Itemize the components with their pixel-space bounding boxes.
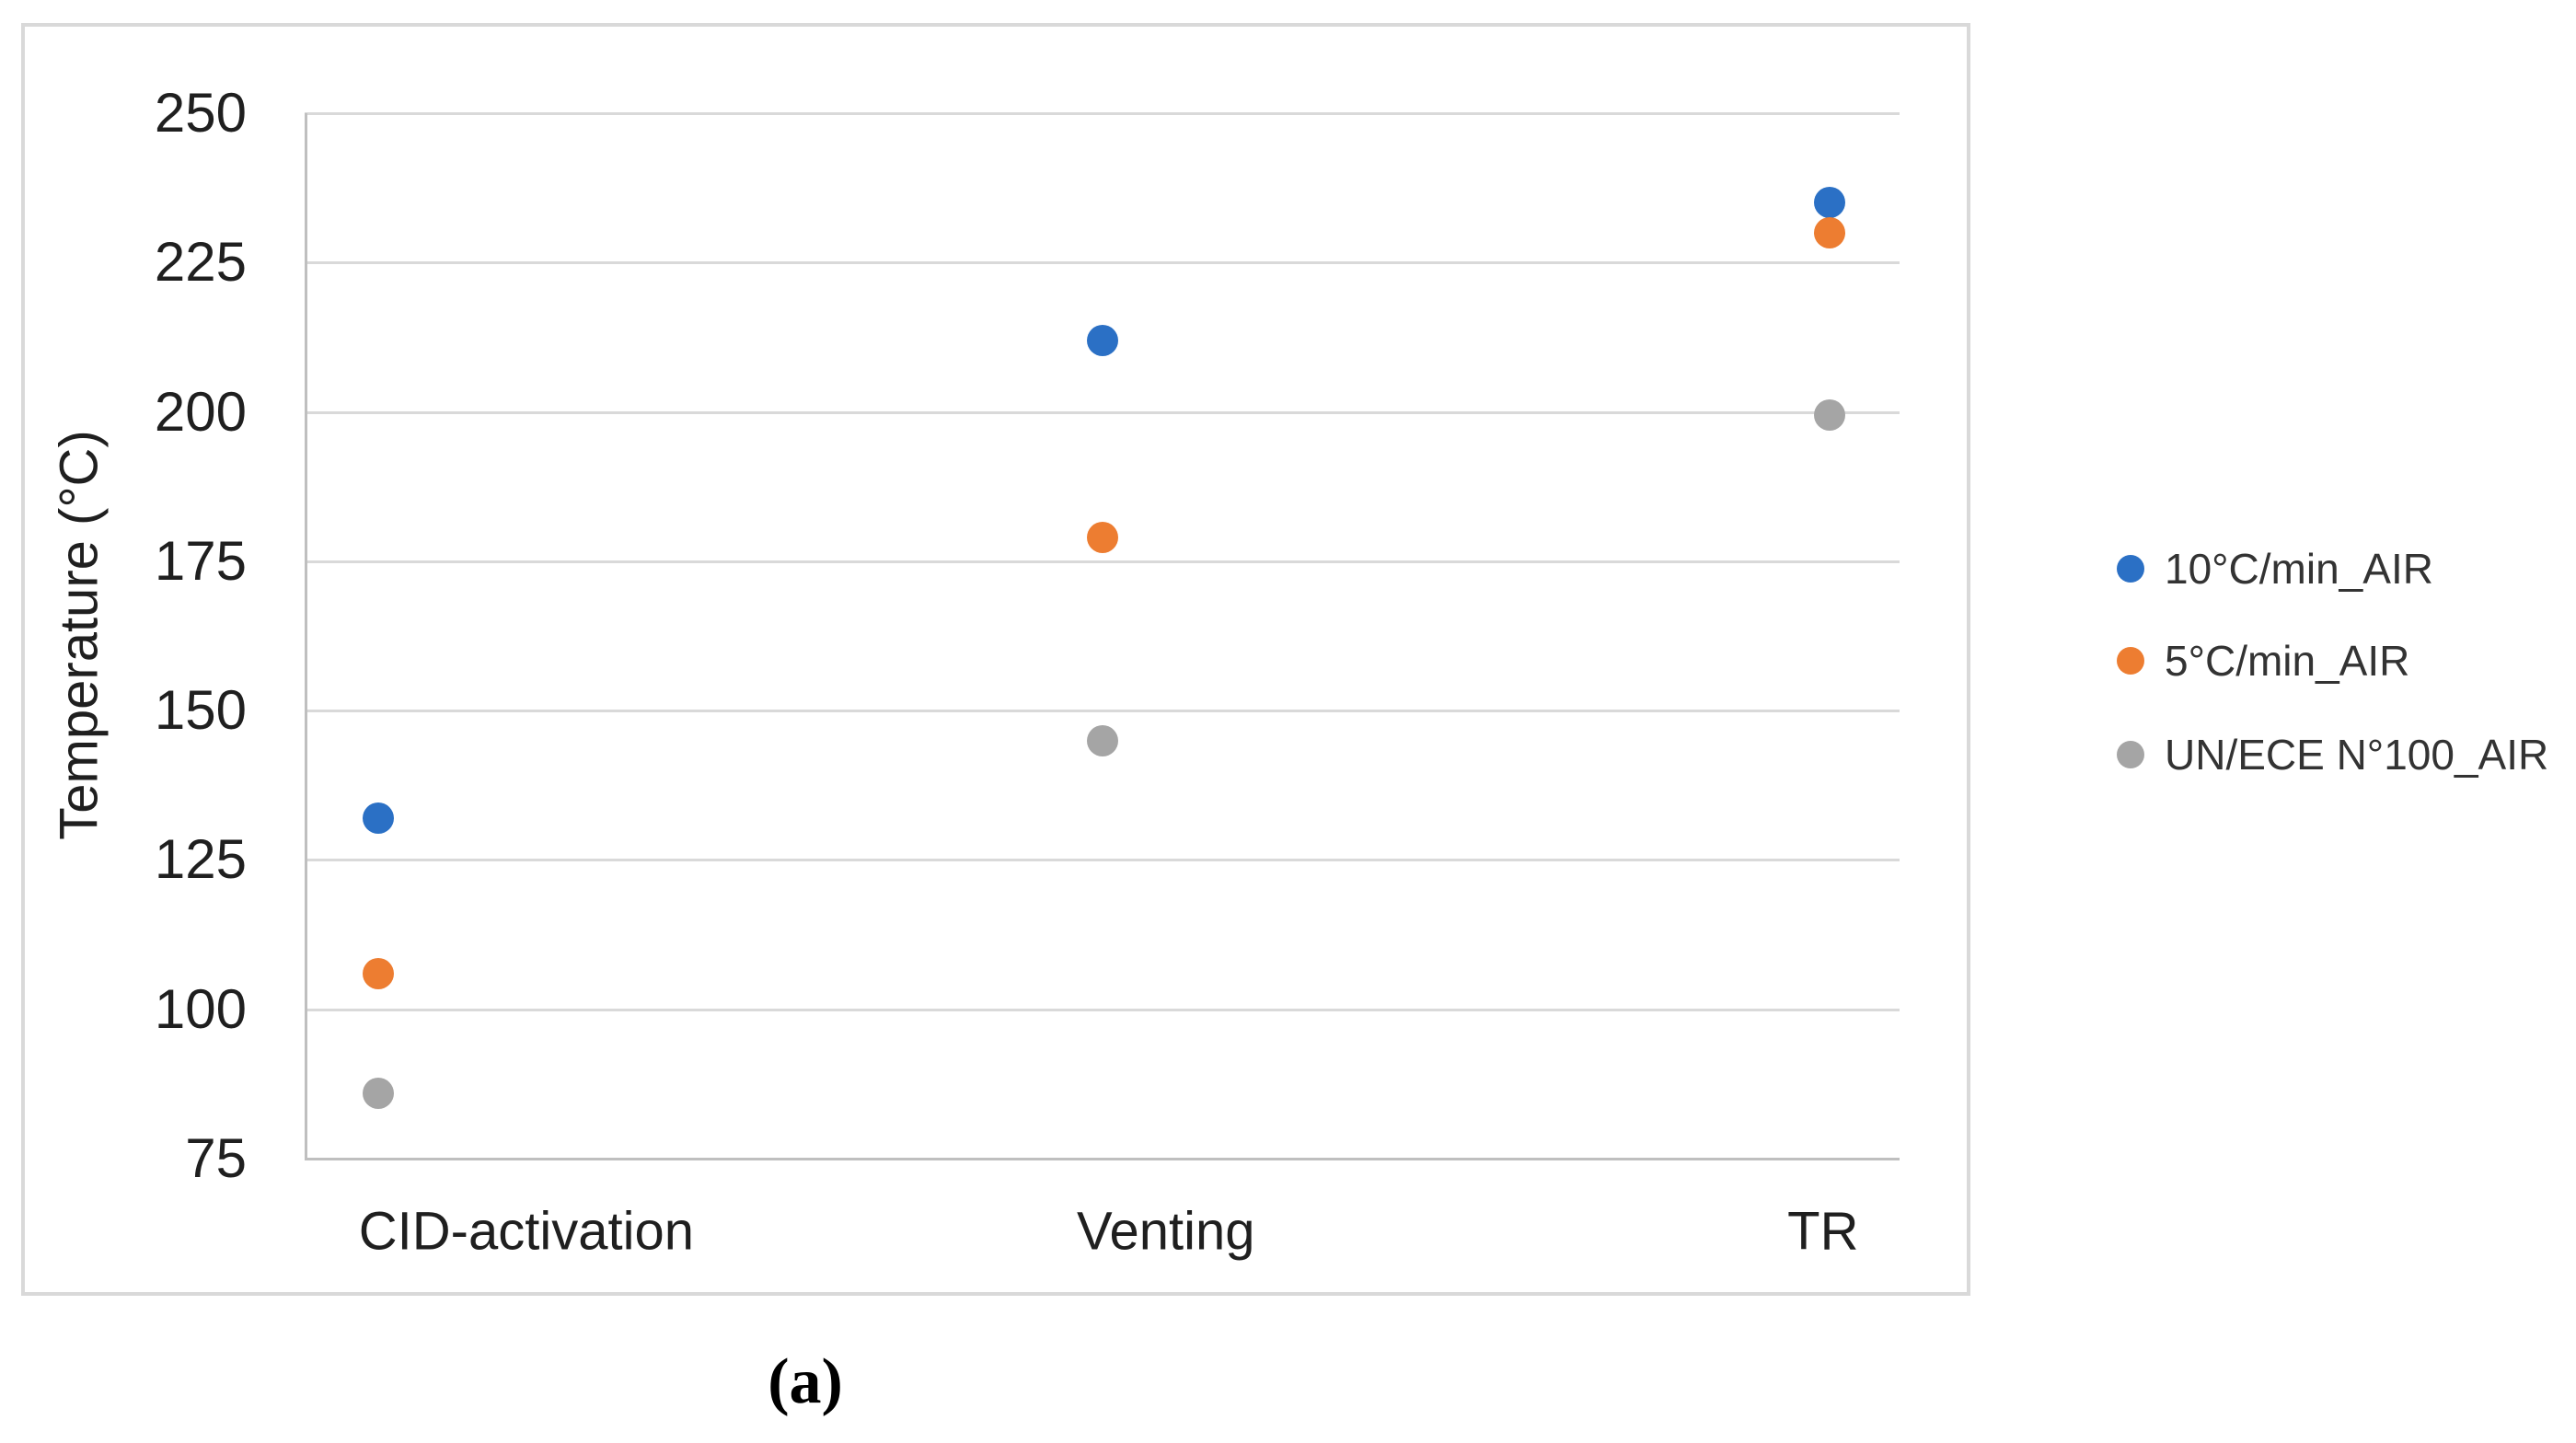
legend-item: 10°C/min_AIR	[2117, 544, 2433, 594]
gridline	[305, 710, 1900, 713]
legend-marker-icon	[2117, 647, 2144, 675]
gridline	[305, 560, 1900, 563]
data-point-TR	[1813, 398, 1845, 431]
legend-label: 10°C/min_AIR	[2165, 545, 2433, 593]
data-point-Venting	[1086, 521, 1118, 553]
x-category-label: CID-activation	[358, 1201, 694, 1262]
data-point-CID-activation	[362, 957, 394, 989]
data-point-CID-activation	[362, 1077, 394, 1109]
x-category-label: Venting	[1077, 1201, 1255, 1262]
x-category-label: TR	[1787, 1201, 1859, 1262]
y-tick-label: 75	[185, 1127, 247, 1189]
data-point-TR	[1813, 187, 1845, 219]
chart-frame	[21, 23, 1970, 1296]
data-point-Venting	[1086, 724, 1118, 756]
y-axis-line	[305, 113, 307, 1159]
y-tick-label: 100	[154, 977, 247, 1040]
y-tick-label: 250	[154, 82, 247, 144]
legend-marker-icon	[2117, 555, 2144, 583]
figure-caption-label: (a)	[768, 1346, 843, 1417]
gridline	[305, 261, 1900, 265]
y-tick-label: 150	[154, 679, 247, 742]
legend-item: 5°C/min_AIR	[2117, 636, 2409, 686]
gridline	[305, 1008, 1900, 1011]
y-tick-label: 200	[154, 380, 247, 443]
data-point-Venting	[1086, 324, 1118, 356]
gridline	[305, 112, 1900, 115]
data-point-TR	[1813, 216, 1845, 248]
y-tick-label: 125	[154, 828, 247, 891]
y-axis-title: Temperature (°C)	[49, 430, 110, 840]
legend-marker-icon	[2117, 741, 2144, 768]
data-point-CID-activation	[362, 802, 394, 834]
gridline	[305, 859, 1900, 862]
x-axis-line	[305, 1158, 1900, 1160]
gridline	[305, 410, 1900, 414]
legend-label: 5°C/min_AIR	[2165, 637, 2410, 685]
y-tick-label: 225	[154, 231, 247, 294]
legend-label: UN/ECE N°100_AIR	[2165, 731, 2549, 779]
y-tick-label: 175	[154, 529, 247, 592]
legend-item: UN/ECE N°100_AIR	[2117, 730, 2548, 779]
